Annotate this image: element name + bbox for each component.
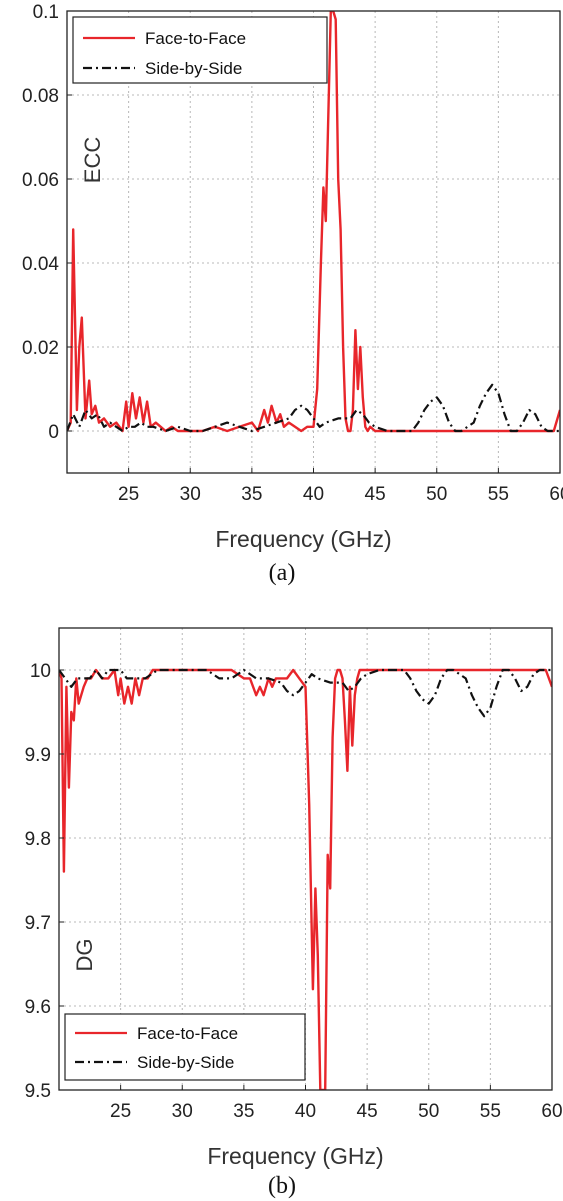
ecc-x-axis-label: Frequency (GHz) xyxy=(215,526,391,552)
ecc-y-tick-label-0-02: 0.02 xyxy=(22,338,59,359)
dg-legend-label-side-by-side: Side-by-Side xyxy=(137,1053,234,1072)
dg-series xyxy=(59,668,552,1090)
ecc-legend: Face-to-Face Side-by-Side xyxy=(72,16,328,84)
dg-panel: 25 30 35 40 45 50 55 60 9.5 9.6 9.7 9.8 9.9 10 DG Fre… xyxy=(25,627,563,1199)
dg-x-tick-label-45: 45 xyxy=(357,1101,378,1122)
dg-y-tick-label-9-9: 9.9 xyxy=(25,745,51,766)
dg-x-tick-label-35: 35 xyxy=(233,1101,254,1122)
ecc-series-side-by-side xyxy=(67,383,560,433)
ecc-y-tick-label-0-06: 0.06 xyxy=(22,170,59,191)
ecc-y-tick-label-0-1: 0.1 xyxy=(33,2,59,23)
dg-x-tick-label-60: 60 xyxy=(541,1101,562,1122)
dg-x-tick-label-40: 40 xyxy=(295,1101,316,1122)
ecc-y-tick-label-0-04: 0.04 xyxy=(22,254,59,275)
dg-x-tick-label-25: 25 xyxy=(110,1101,131,1122)
dg-legend-label-face-to-face: Face-to-Face xyxy=(137,1024,238,1043)
ecc-panel: 25 30 35 40 45 50 55 60 0 0.02 0.04 0.06 0.08 0.1 ECC… xyxy=(22,2,563,586)
ecc-x-tick-label-60: 60 xyxy=(549,484,563,505)
ecc-legend-box xyxy=(72,16,328,84)
dg-x-axis-label: Frequency (GHz) xyxy=(207,1143,383,1169)
dg-legend: Face-to-Face Side-by-Side xyxy=(64,1013,306,1081)
ecc-x-tick-label-55: 55 xyxy=(488,484,509,505)
ecc-series xyxy=(67,11,560,433)
dg-y-tick-label-9-7: 9.7 xyxy=(25,913,51,934)
ecc-x-tick-label-35: 35 xyxy=(241,484,262,505)
ecc-x-tick-label-45: 45 xyxy=(365,484,386,505)
dg-y-tick-label-9-6: 9.6 xyxy=(25,997,51,1018)
ecc-x-tick-label-40: 40 xyxy=(303,484,324,505)
ecc-legend-label-face-to-face: Face-to-Face xyxy=(145,29,246,48)
dg-x-tick-label-30: 30 xyxy=(172,1101,193,1122)
dg-series-side-by-side xyxy=(59,668,552,718)
ecc-ticks: 25 30 35 40 45 50 55 60 0 0.02 0.04 0.06 0.08 0.1 xyxy=(22,2,563,505)
dg-ticks: 25 30 35 40 45 50 55 60 9.5 9.6 9.7 9.8 9.9 10 xyxy=(25,661,563,1122)
dg-y-tick-label-9-8: 9.8 xyxy=(25,829,51,850)
dg-x-tick-label-55: 55 xyxy=(480,1101,501,1122)
ecc-y-axis-label: ECC xyxy=(80,137,105,184)
ecc-caption: (a) xyxy=(269,560,296,586)
dg-legend-box xyxy=(64,1013,306,1081)
dg-y-tick-label-9-5: 9.5 xyxy=(25,1081,51,1102)
ecc-x-tick-label-30: 30 xyxy=(180,484,201,505)
dg-y-axis-label: DG xyxy=(72,939,97,972)
ecc-y-tick-label-0: 0 xyxy=(48,422,59,443)
dg-caption: (b) xyxy=(268,1173,296,1199)
dg-y-tick-label-10: 10 xyxy=(30,661,51,682)
dg-series-face-to-face xyxy=(59,668,552,1090)
ecc-y-tick-label-0-08: 0.08 xyxy=(22,86,59,107)
ecc-legend-label-side-by-side: Side-by-Side xyxy=(145,59,242,78)
ecc-x-tick-label-25: 25 xyxy=(118,484,139,505)
ecc-x-tick-label-50: 50 xyxy=(426,484,447,505)
dg-x-tick-label-50: 50 xyxy=(418,1101,439,1122)
